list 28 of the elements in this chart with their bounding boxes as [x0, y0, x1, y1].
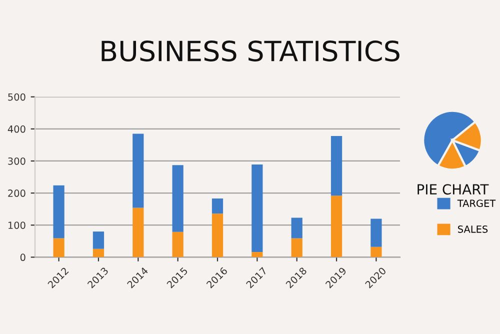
y-tick-label: 500	[8, 93, 26, 101]
bar	[212, 214, 224, 258]
bar	[132, 208, 144, 258]
bar	[212, 198, 224, 214]
y-tick-label: 300	[8, 157, 26, 165]
y-tick-label: 0	[20, 254, 26, 262]
y-tick-label: 200	[8, 190, 26, 197]
bar	[252, 252, 263, 258]
bar	[92, 232, 104, 249]
bar	[330, 196, 342, 258]
y-tick-label: 100	[8, 222, 26, 229]
bar	[370, 246, 382, 258]
legend-label: SALES	[458, 225, 488, 233]
bar	[330, 136, 342, 196]
bar	[291, 238, 302, 258]
bar	[291, 218, 302, 238]
bar	[370, 218, 382, 247]
bar	[252, 164, 263, 252]
text: PIE CHART	[418, 184, 489, 195]
bar	[172, 232, 184, 258]
y-tick-label: 400	[8, 125, 26, 133]
legend-label: TARGET	[457, 200, 496, 207]
bar	[132, 134, 144, 208]
chart-title: BUSINESS STATISTICS	[102, 40, 400, 62]
bar	[53, 238, 64, 258]
bar	[92, 248, 104, 258]
bar	[172, 165, 184, 232]
bar	[53, 185, 64, 238]
